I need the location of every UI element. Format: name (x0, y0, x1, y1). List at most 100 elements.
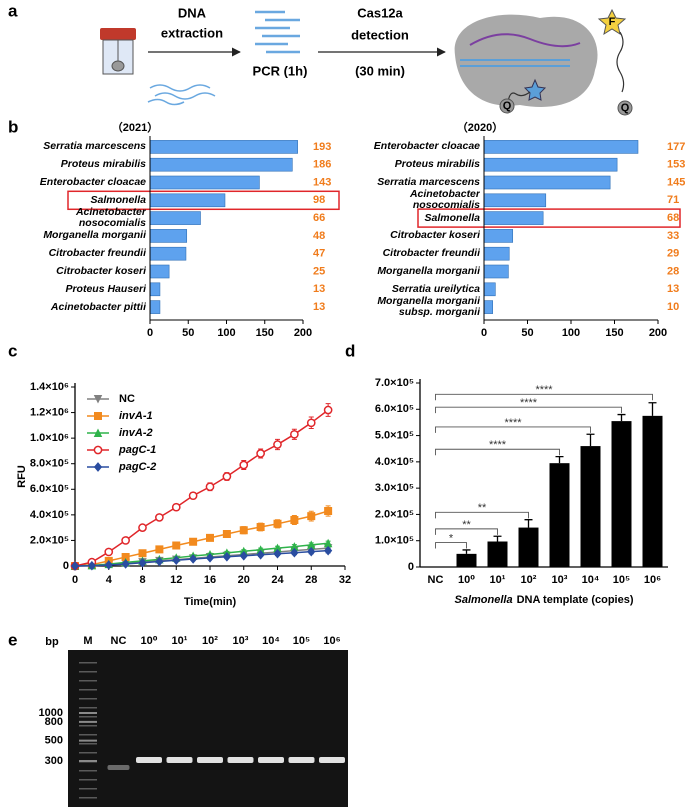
error-bar (493, 535, 502, 542)
marker (155, 513, 164, 522)
legend-label: pagC-2 (118, 461, 156, 473)
bar (483, 300, 493, 314)
x-tick-label: 20 (238, 574, 250, 586)
legend-label: invA-1 (119, 410, 153, 422)
pcr-band (258, 757, 284, 763)
legend-label: NC (119, 393, 135, 405)
marker (70, 561, 80, 571)
lane-label: 10¹ (172, 635, 188, 647)
category-label-box: Morganella morganii (377, 266, 480, 277)
ladder-label: 500 (45, 735, 63, 747)
value-label: 153 (667, 159, 685, 171)
bar (483, 140, 639, 154)
x-tick-label: 10⁵ (613, 574, 630, 586)
marker (121, 553, 130, 562)
category-label: Salmonella (424, 211, 480, 224)
marker (138, 523, 147, 532)
ladder-band-faint (79, 689, 97, 691)
gel-unit: bp (45, 636, 59, 648)
category-label: Citrobacter koseri (56, 265, 146, 277)
ladder-label: 300 (45, 755, 63, 767)
x-axis-label: Time(min) (184, 596, 237, 608)
highlight-box (67, 190, 340, 211)
marker (104, 560, 113, 570)
legend-label: invA-2 (119, 427, 153, 439)
series-line (74, 510, 329, 567)
bar (580, 446, 601, 567)
category-label: Acinetobacter nosocomialis (409, 189, 480, 212)
marker (323, 405, 333, 415)
significance-label: ** (478, 502, 487, 514)
marker (256, 523, 265, 532)
marker (239, 460, 249, 470)
category-label-box: Proteus mirabilis (60, 158, 146, 171)
x-tick-label: 10³ (552, 574, 568, 586)
category-label: Morganella morganii (43, 229, 146, 242)
value-label: 25 (313, 265, 325, 277)
value-label: 13 (313, 283, 325, 295)
category-label: Citrobacter freundii (48, 247, 146, 260)
x-tick-label: 0 (481, 327, 487, 339)
panel-label: b (8, 117, 18, 136)
category-label: Proteus mirabilis (60, 158, 146, 171)
x-tick-label: 10¹ (490, 574, 506, 586)
nc-band (107, 765, 130, 770)
chart-title: （2020） (457, 121, 503, 134)
marker (307, 512, 316, 521)
reporter-label: F (609, 16, 616, 28)
y-tick-label: 1.0×10⁵ (375, 535, 414, 547)
marker (87, 560, 97, 571)
legend-marker (93, 428, 103, 437)
ladder-band-faint (79, 698, 97, 700)
lane-label: 10⁶ (323, 635, 340, 647)
category-label: Serratia ureilytica (391, 282, 480, 295)
y-tick-label: 1.4×10⁶ (30, 381, 69, 393)
value-label: 33 (667, 230, 679, 242)
value-label: 145 (667, 176, 685, 188)
marker (104, 547, 114, 557)
ladder-band (79, 760, 97, 762)
marker (307, 546, 316, 557)
marker (273, 440, 282, 449)
panel-label: c (8, 341, 17, 360)
y-tick-label: 1.0×10⁶ (30, 432, 69, 444)
marker (172, 555, 181, 566)
marker (324, 507, 333, 516)
category-label-box: Acinetobacter nosocomialis (76, 207, 146, 229)
legend-marker (93, 395, 103, 404)
target-dna (460, 59, 570, 67)
x-tick-label: 200 (649, 327, 667, 339)
value-label: 186 (313, 159, 331, 171)
category-label: Morganella morganii subsp. morganii (377, 296, 480, 319)
y-tick-label: 5.0×10⁵ (375, 429, 414, 441)
error-bar (524, 519, 533, 528)
error-bar (617, 413, 626, 422)
error-bar (462, 549, 471, 554)
bar (483, 229, 514, 243)
ladder-band-faint (79, 680, 97, 682)
bar (483, 175, 611, 190)
x-tick-label: 100 (217, 327, 235, 339)
x-tick-label: 4 (106, 574, 113, 586)
x-tick-label: 10⁰ (458, 574, 475, 586)
marker (273, 548, 282, 559)
bar (149, 246, 187, 261)
quencher (617, 100, 633, 116)
value-label: 177 (667, 141, 685, 153)
significance-label: * (449, 532, 454, 544)
ladder-band (79, 712, 97, 714)
lane-label: 10⁵ (293, 635, 310, 647)
marker (256, 449, 265, 458)
marker (155, 556, 164, 567)
pcr-band (197, 757, 223, 763)
marker (273, 519, 282, 528)
value-label: 71 (667, 194, 679, 206)
x-tick-label: 24 (271, 574, 284, 586)
significance-bracket (435, 511, 529, 519)
legend-marker (93, 445, 103, 455)
y-tick-label: 8.0×10⁵ (30, 458, 69, 470)
marker (155, 545, 164, 554)
x-tick-label: NC (428, 574, 444, 586)
reporter-strand (616, 31, 625, 93)
product-label: PCR (1h) (253, 63, 308, 78)
